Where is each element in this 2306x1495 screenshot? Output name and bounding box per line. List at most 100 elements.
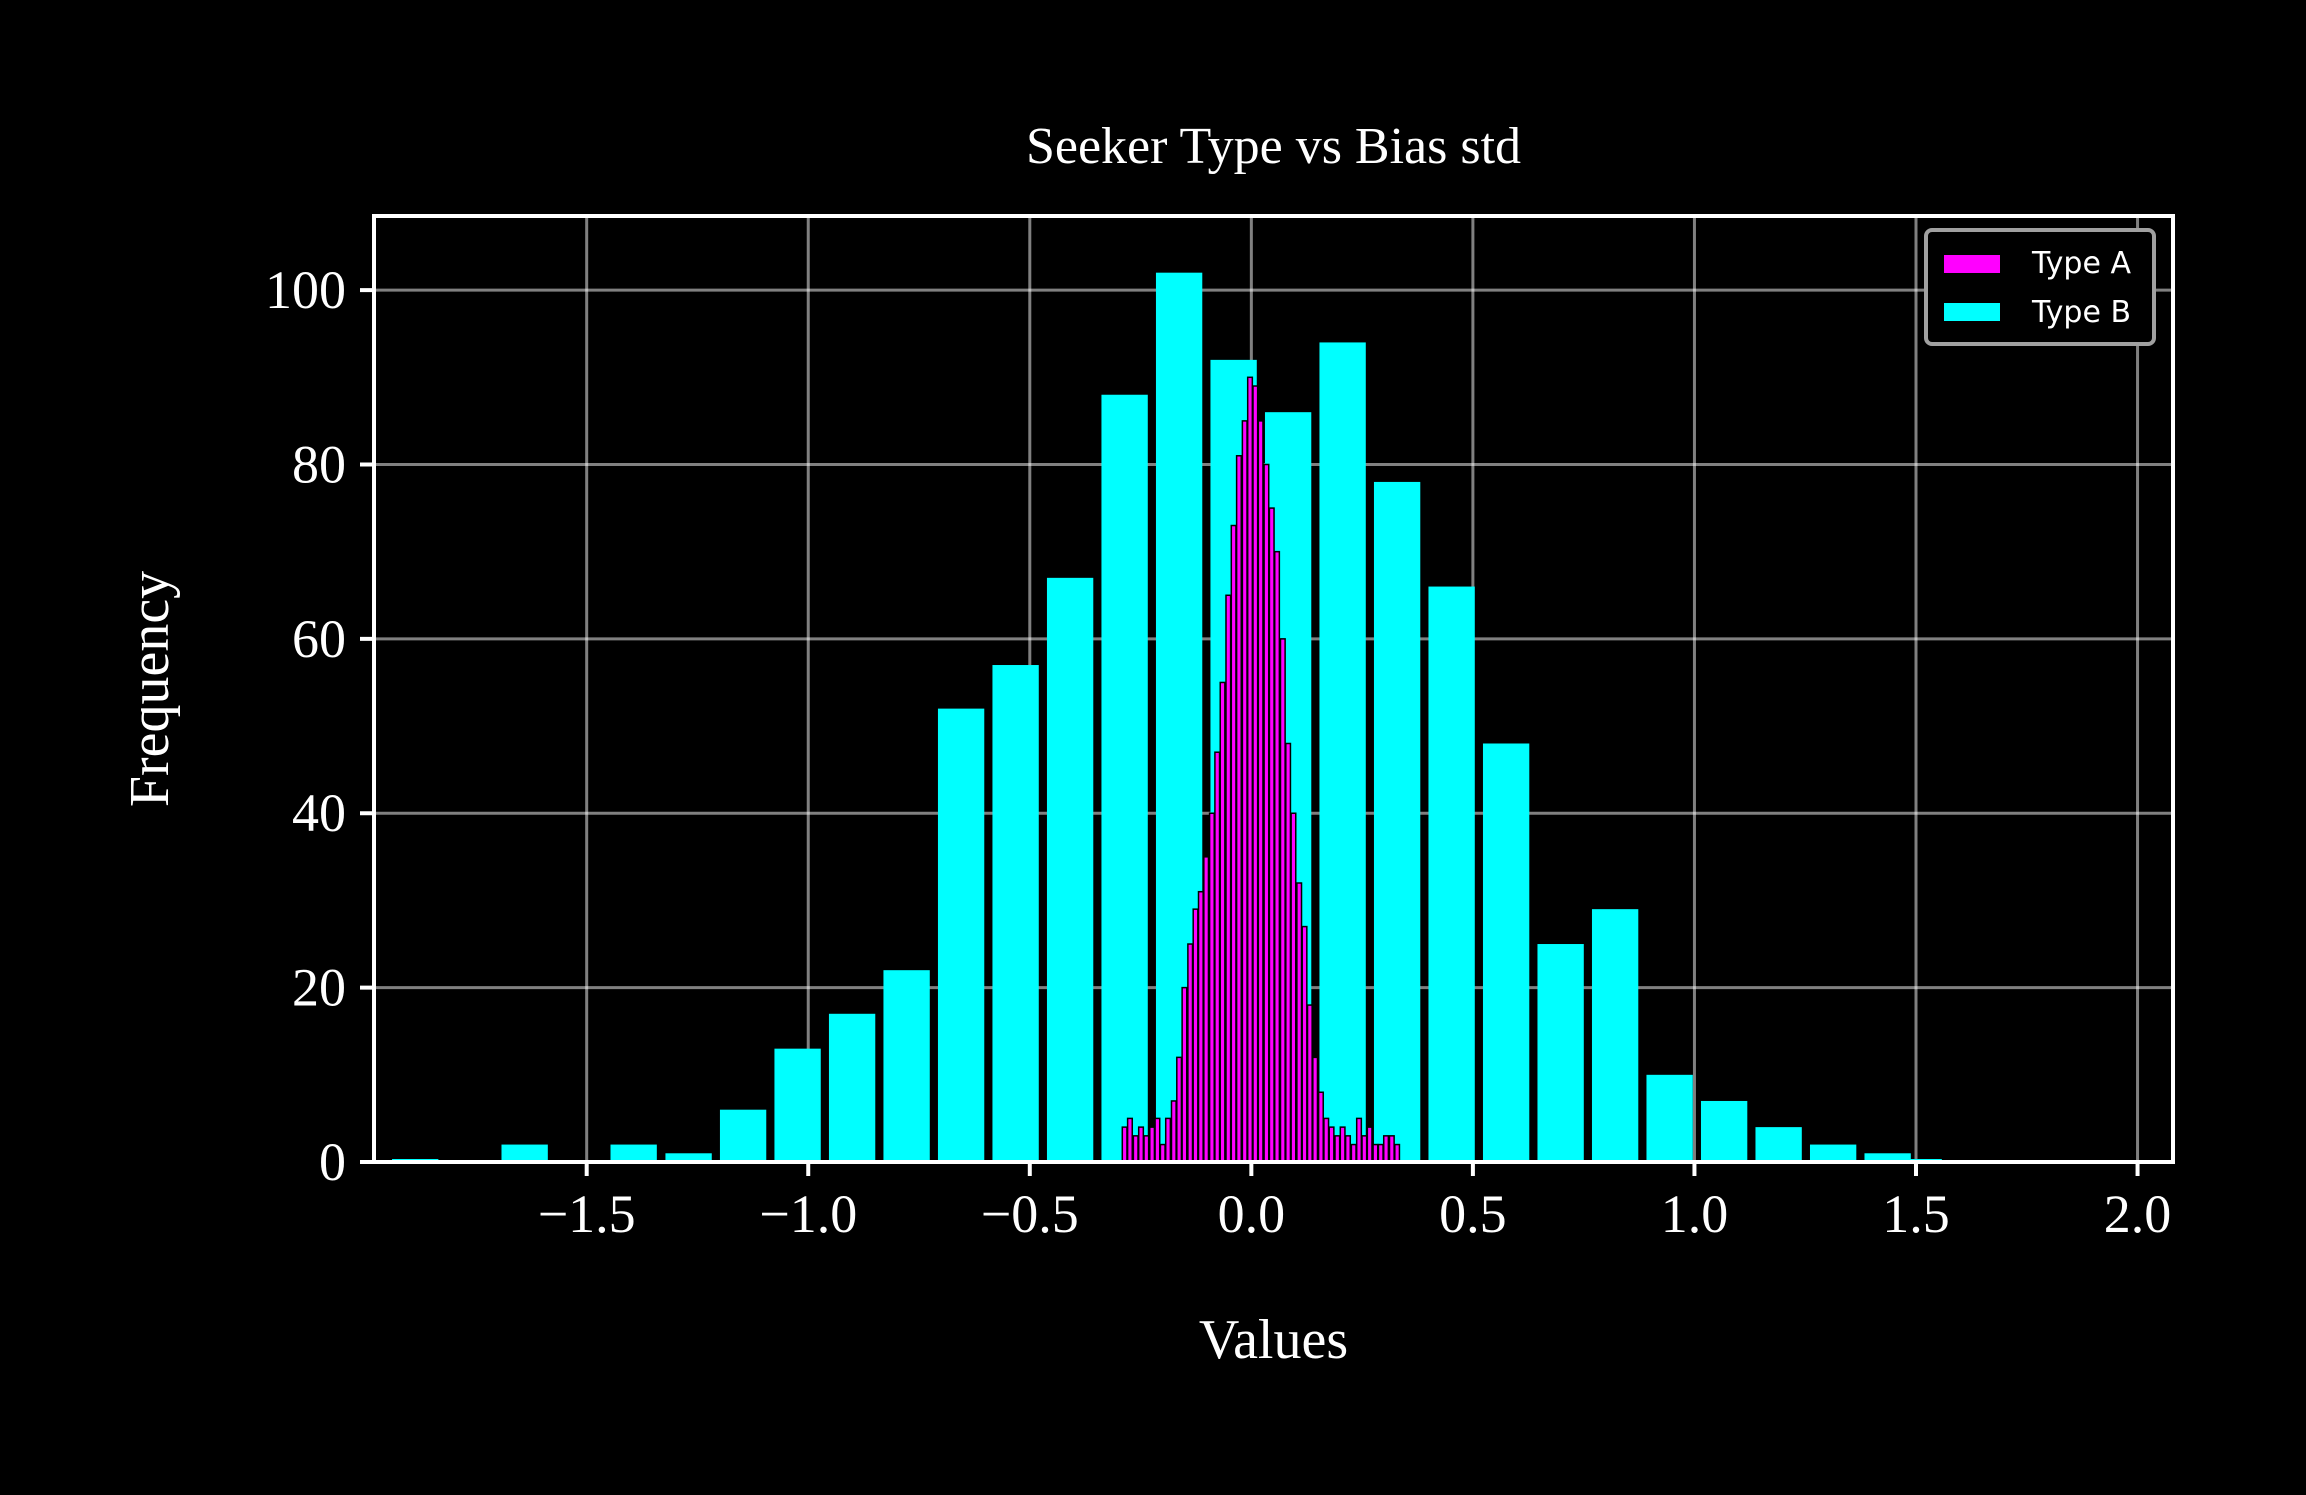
- type-b-bar-5: [774, 1048, 821, 1162]
- type-a-bar-15: [1203, 856, 1210, 1163]
- type-b-bar-6: [828, 1013, 876, 1162]
- type-a-bar-2: [1132, 1135, 1139, 1163]
- type-b-bar-22: [1700, 1100, 1748, 1162]
- legend-swatch-type-b: [1944, 303, 2000, 321]
- type-a-bar-31: [1290, 812, 1297, 1163]
- y-axis-ticks: 0 20 40 60 80 100: [265, 260, 374, 1192]
- x-tick-label-0: −1.5: [538, 1184, 636, 1244]
- type-a-bar-40: [1339, 1126, 1346, 1163]
- type-a-bar-25: [1257, 420, 1264, 1163]
- type-b-bar-18: [1482, 743, 1530, 1162]
- type-a-bar-35: [1312, 1056, 1319, 1163]
- type-a-bar-6: [1154, 1117, 1161, 1163]
- type-b-bar-23: [1755, 1127, 1802, 1162]
- type-b-bar-10: [1046, 577, 1094, 1162]
- type-a-bar-47: [1377, 1143, 1384, 1163]
- type-a-bar-32: [1296, 882, 1303, 1163]
- legend-label-type-b: Type B: [2031, 295, 2131, 330]
- type-a-bar-27: [1268, 507, 1275, 1163]
- type-b-bar-4: [719, 1109, 767, 1162]
- type-b-bar-11: [1101, 394, 1148, 1163]
- type-b-bar-16: [1373, 481, 1421, 1162]
- x-axis-label: Values: [1199, 1309, 1348, 1371]
- x-tick-label-3: 0.0: [1218, 1184, 1286, 1244]
- y-tick-label-0: 0: [319, 1132, 346, 1192]
- type-a-bar-10: [1176, 1056, 1183, 1163]
- type-a-bar-22: [1241, 420, 1248, 1163]
- type-a-bar-30: [1285, 742, 1292, 1163]
- type-a-bar-16: [1208, 812, 1215, 1163]
- type-b-bar-9: [992, 665, 1039, 1162]
- type-a-bar-46: [1372, 1143, 1379, 1163]
- type-a-bar-28: [1273, 550, 1281, 1163]
- type-b-bar-8: [937, 708, 985, 1162]
- type-a-bar-17: [1214, 751, 1221, 1163]
- type-a-bar-41: [1344, 1135, 1352, 1163]
- x-tick-label-4: 0.5: [1439, 1184, 1507, 1244]
- type-b-bar-17: [1428, 586, 1475, 1162]
- legend-label-type-a: Type A: [2031, 246, 2131, 281]
- type-b-bar-20: [1591, 909, 1639, 1162]
- type-a-bar-36: [1317, 1091, 1324, 1163]
- legend: Type A Type B: [1924, 228, 2156, 346]
- type-a-bar-0: [1121, 1126, 1128, 1163]
- type-a-bar-4: [1143, 1135, 1150, 1163]
- series-type-a-bars: [1121, 376, 1401, 1163]
- plot-frame: [372, 214, 2175, 1164]
- chart-title: Seeker Type vs Bias std: [1026, 118, 1521, 175]
- type-a-bar-20: [1230, 524, 1237, 1163]
- type-a-bar-39: [1334, 1135, 1341, 1163]
- type-b-bar-19: [1537, 944, 1584, 1162]
- y-tick-label-4: 80: [292, 434, 346, 494]
- x-axis-ticks: −1.5 −1.0 −0.5 0.0 0.5 1.0 1.5 2.0: [538, 1162, 2172, 1244]
- x-tick-label-1: −1.0: [759, 1184, 857, 1244]
- x-tick-label-6: 1.5: [1882, 1184, 1950, 1244]
- type-a-bar-5: [1149, 1126, 1156, 1163]
- type-a-bar-3: [1137, 1126, 1145, 1163]
- x-tick-label-7: 2.0: [2104, 1184, 2172, 1244]
- type-a-bar-33: [1301, 925, 1308, 1163]
- type-a-bar-38: [1328, 1126, 1335, 1163]
- series-type-b-bars: [392, 272, 1942, 1163]
- type-a-bar-37: [1323, 1117, 1330, 1163]
- type-a-bar-23: [1246, 376, 1254, 1163]
- type-b-bar-2: [610, 1144, 657, 1162]
- type-a-bar-9: [1170, 1100, 1177, 1163]
- type-a-bar-26: [1263, 463, 1270, 1163]
- type-a-bar-44: [1361, 1135, 1368, 1163]
- type-a-bar-7: [1159, 1143, 1166, 1163]
- y-axis-label: Frequency: [119, 571, 181, 807]
- y-tick-label-2: 40: [292, 783, 346, 843]
- type-a-bar-1: [1126, 1117, 1134, 1163]
- type-a-bar-45: [1366, 1126, 1373, 1163]
- type-b-bar-21: [1646, 1074, 1693, 1162]
- type-b-bar-7: [883, 970, 930, 1162]
- type-a-bar-11: [1181, 986, 1188, 1163]
- type-a-bar-50: [1394, 1143, 1401, 1163]
- type-a-bar-12: [1187, 943, 1194, 1163]
- type-a-bar-49: [1388, 1135, 1395, 1163]
- type-b-bar-1: [501, 1144, 548, 1162]
- type-a-bar-43: [1355, 1117, 1363, 1163]
- type-a-bar-18: [1219, 681, 1226, 1163]
- type-a-bar-13: [1192, 908, 1199, 1163]
- type-a-bar-8: [1164, 1117, 1172, 1163]
- type-a-bar-19: [1225, 594, 1232, 1163]
- type-b-bar-25: [1864, 1153, 1911, 1162]
- type-a-bar-48: [1382, 1135, 1390, 1163]
- y-tick-label-3: 60: [292, 609, 346, 669]
- type-b-bar-15: [1319, 342, 1366, 1162]
- x-tick-label-2: −0.5: [981, 1184, 1079, 1244]
- x-tick-label-5: 1.0: [1661, 1184, 1729, 1244]
- legend-swatch-type-a: [1944, 255, 2000, 273]
- type-b-bar-3: [665, 1153, 712, 1162]
- type-a-bar-29: [1279, 638, 1286, 1163]
- y-tick-label-5: 100: [265, 260, 346, 320]
- type-a-bar-14: [1197, 890, 1204, 1163]
- type-a-bar-21: [1235, 455, 1243, 1163]
- type-a-bar-42: [1350, 1143, 1357, 1163]
- type-a-bar-34: [1306, 1004, 1313, 1163]
- type-b-bar-24: [1809, 1144, 1857, 1162]
- y-tick-label-1: 20: [292, 958, 346, 1018]
